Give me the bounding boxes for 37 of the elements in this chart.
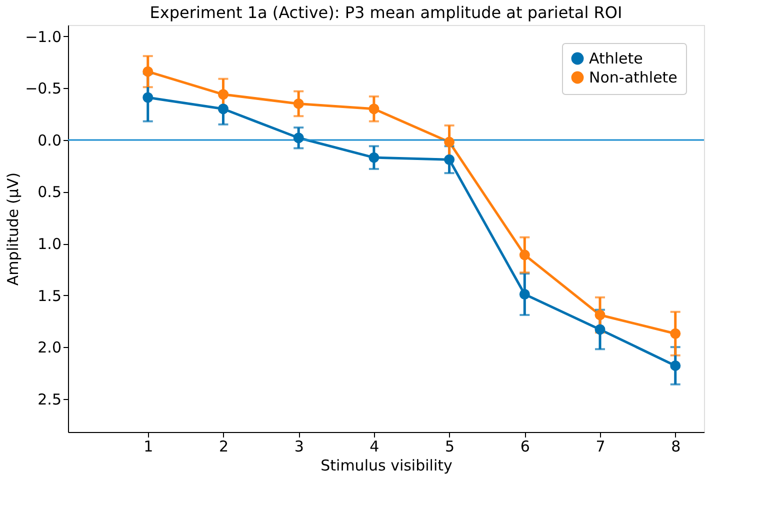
- point: [293, 98, 304, 109]
- x-axis-title: Stimulus visibility: [320, 456, 452, 474]
- point: [670, 328, 681, 339]
- point: [293, 132, 304, 144]
- x-tick-label: 1: [144, 438, 154, 456]
- x-tick-label: 6: [520, 438, 530, 456]
- point: [670, 360, 681, 371]
- x-tick-label: 4: [370, 438, 380, 456]
- x-tick-label: 8: [671, 438, 681, 456]
- point: [444, 136, 455, 148]
- point: [594, 324, 606, 335]
- y-tick-label: −0.5: [25, 80, 62, 98]
- chart-title: Experiment 1a (Active): P3 mean amplitude at parietal ROI: [150, 3, 622, 22]
- point: [594, 310, 606, 320]
- point: [218, 104, 228, 114]
- point: [444, 154, 455, 165]
- point: [368, 104, 380, 114]
- point: [519, 250, 530, 260]
- y-tick-label: 1.5: [38, 286, 62, 305]
- legend-label: Non-athlete: [589, 68, 678, 86]
- y-tick-label: −1.0: [25, 28, 62, 46]
- y-tick-label: 0.0: [38, 131, 62, 150]
- x-tick-label: 7: [596, 438, 606, 456]
- x-tick-label: 5: [445, 438, 455, 456]
- y-tick-label: 2.5: [38, 390, 62, 408]
- point: [142, 66, 154, 77]
- x-tick-label: 2: [218, 438, 229, 456]
- point: [368, 152, 380, 163]
- legend-label: Athlete: [589, 50, 643, 68]
- y-tick-label: 1.0: [38, 235, 62, 254]
- y-tick-label: 0.5: [38, 183, 62, 202]
- point: [142, 92, 154, 103]
- y-tick-label: 2.0: [38, 338, 62, 357]
- y-axis-title: Amplitude (µV): [4, 172, 22, 286]
- x-tick-label: 3: [294, 438, 304, 456]
- point: [218, 89, 228, 100]
- point: [519, 289, 530, 300]
